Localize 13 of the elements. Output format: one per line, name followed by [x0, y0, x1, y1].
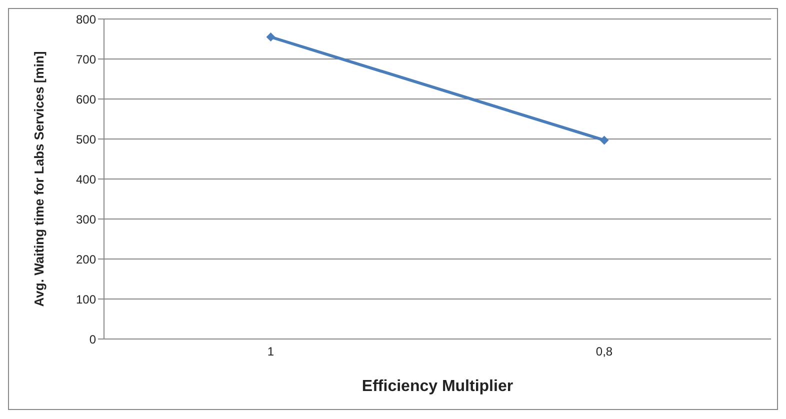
x-axis-title: Efficiency Multiplier — [362, 378, 514, 395]
x-tick-label: 1 — [267, 344, 274, 359]
y-tick-label: 400 — [76, 172, 96, 186]
y-tick-label: 200 — [76, 252, 96, 266]
x-tick-label: 0,8 — [596, 344, 613, 359]
y-tick-label: 100 — [76, 292, 96, 306]
y-tick-label: 300 — [76, 212, 96, 226]
y-tick-label: 0 — [89, 332, 96, 346]
y-axis-title: Avg. Waiting time for Labs Services [min] — [32, 51, 47, 307]
y-tick-label: 600 — [76, 92, 96, 106]
y-tick-label: 800 — [76, 12, 96, 26]
y-tick-label: 500 — [76, 132, 96, 146]
y-tick-label: 700 — [76, 52, 96, 66]
